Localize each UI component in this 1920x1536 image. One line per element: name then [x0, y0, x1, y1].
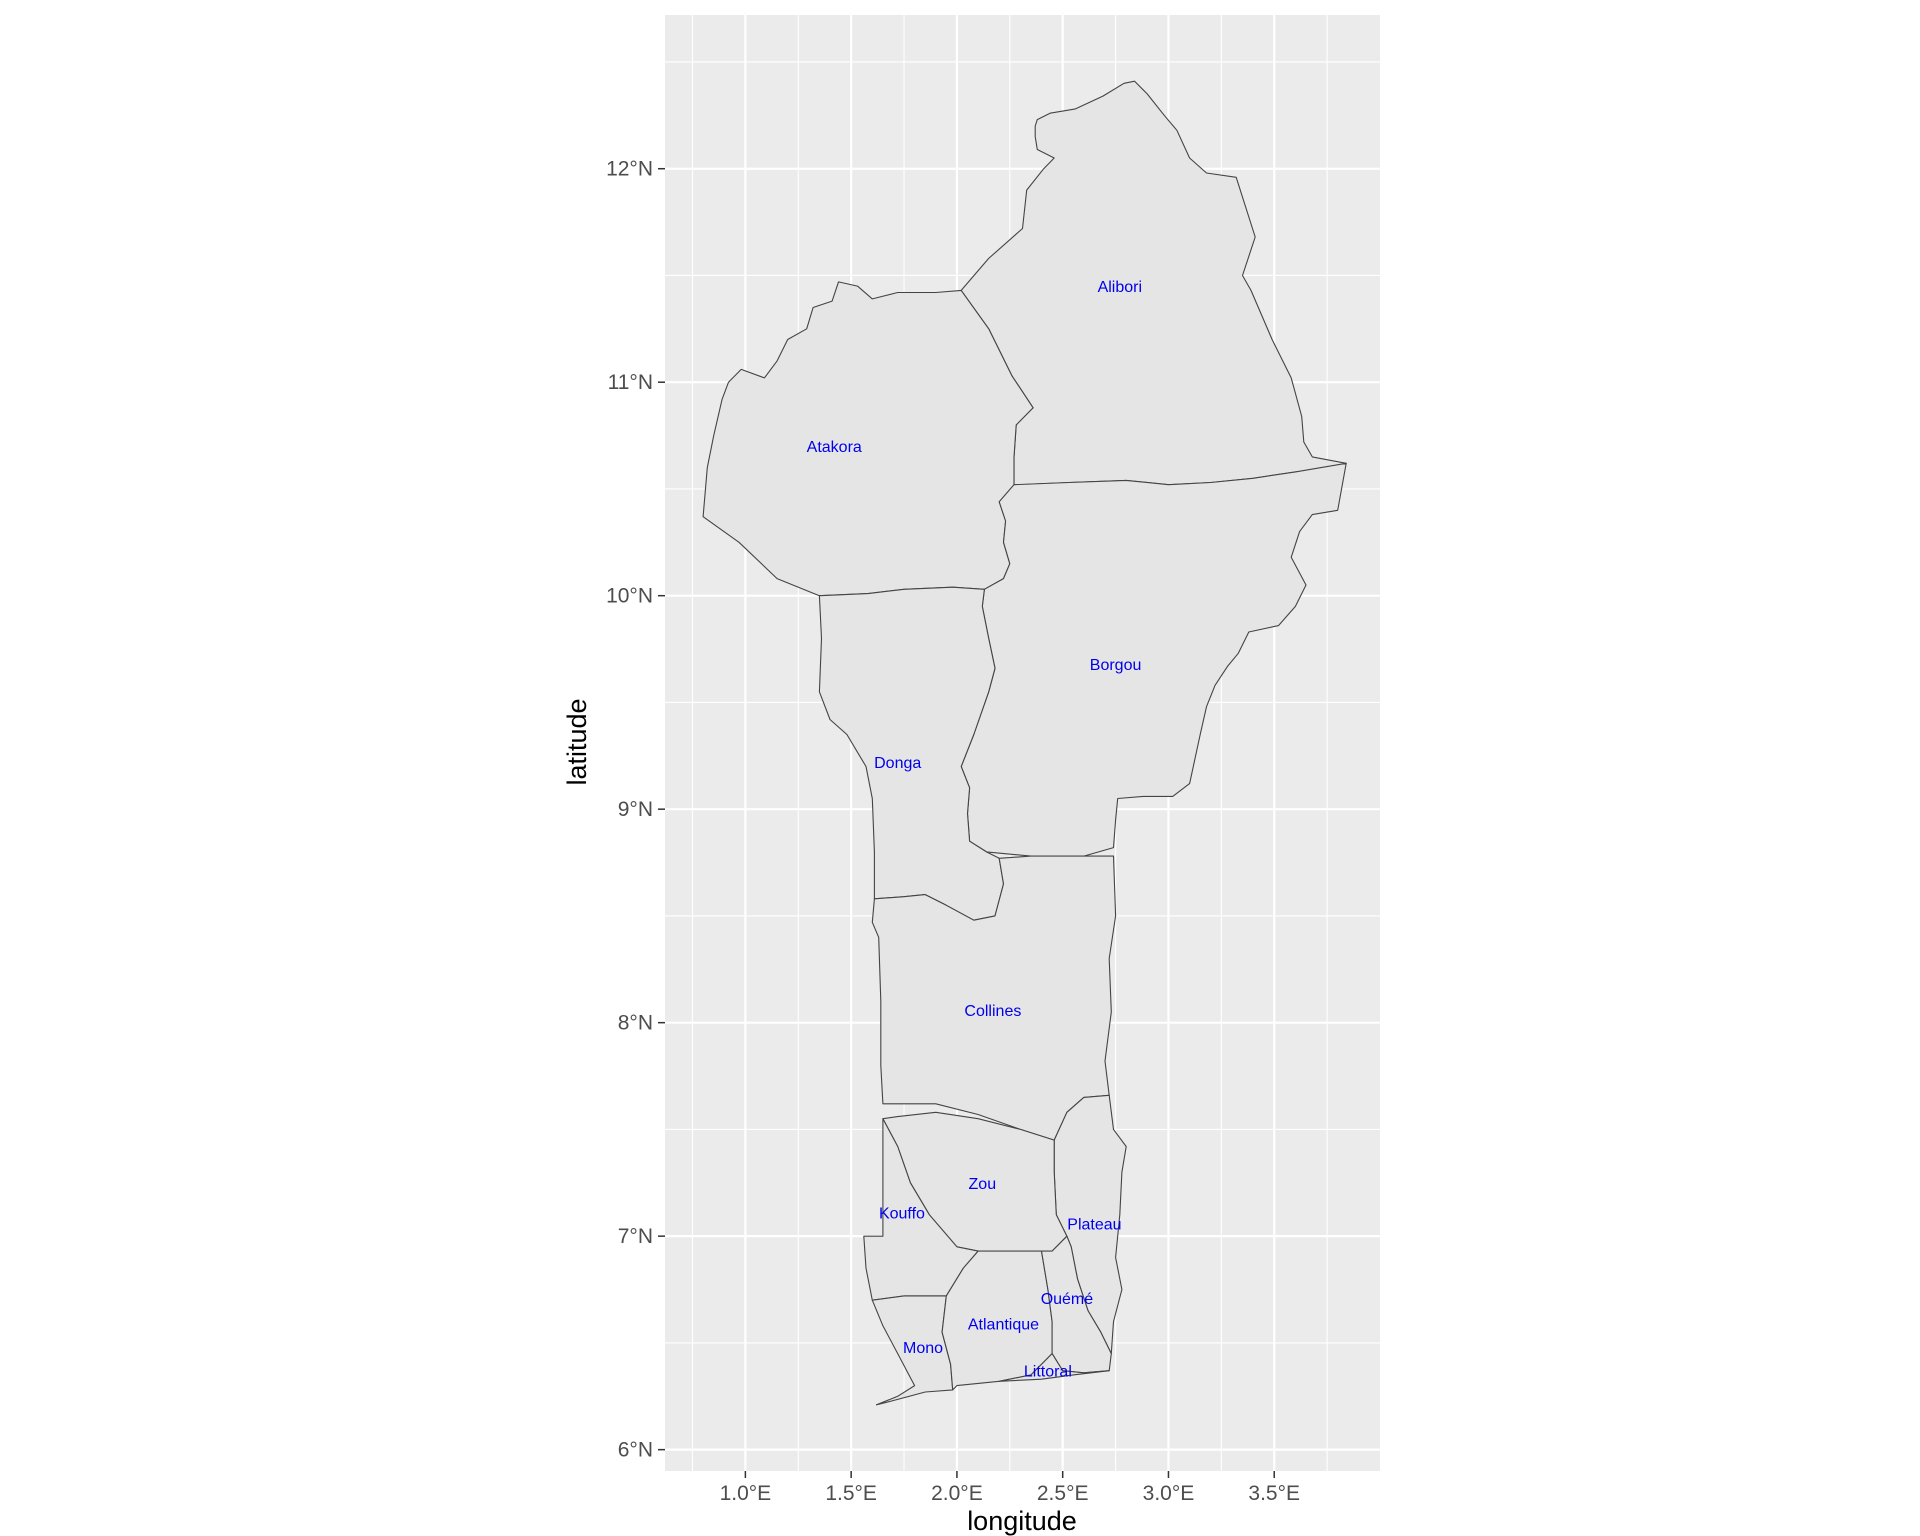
- region-atakora[interactable]: [702, 281, 1034, 597]
- x-axis: 1.0°E 1.5°E 2.0°E 2.5°E 3.0°E 3.5°E: [720, 1471, 1300, 1505]
- region-boundaries: [702, 80, 1347, 1406]
- region-label-donga: Donga: [874, 755, 921, 772]
- region-label-zou: Zou: [969, 1176, 997, 1193]
- region-label-oueme: Ouémé: [1041, 1291, 1094, 1308]
- region-littoral[interactable]: [998, 1353, 1110, 1382]
- y-tick-label: 8°N: [618, 1012, 653, 1035]
- x-tick-label: 3.5°E: [1248, 1482, 1300, 1505]
- region-label-borgou: Borgou: [1090, 657, 1142, 674]
- region-collines[interactable]: [871, 855, 1117, 1141]
- region-label-alibori: Alibori: [1098, 279, 1142, 296]
- x-tick-label: 2.5°E: [1037, 1482, 1089, 1505]
- y-tick-label: 6°N: [618, 1439, 653, 1462]
- x-tick-label: 1.5°E: [825, 1482, 877, 1505]
- x-tick-label: 1.0°E: [720, 1482, 772, 1505]
- region-label-plateau: Plateau: [1067, 1216, 1121, 1233]
- x-tick-label: 3.0°E: [1143, 1482, 1195, 1505]
- region-label-mono: Mono: [903, 1340, 943, 1357]
- y-tick-label: 7°N: [618, 1225, 653, 1248]
- y-tick-label: 11°N: [608, 371, 653, 394]
- x-axis-title: longitude: [967, 1506, 1077, 1536]
- region-oueme[interactable]: [1040, 1235, 1112, 1374]
- region-label-kouffo: Kouffo: [879, 1206, 925, 1223]
- region-label-atakora: Atakora: [807, 439, 862, 456]
- region-label-littoral: Littoral: [1024, 1364, 1072, 1381]
- region-label-atlantique: Atlantique: [968, 1317, 1039, 1334]
- x-tick-label: 2.0°E: [931, 1482, 983, 1505]
- y-tick-label: 12°N: [606, 158, 653, 181]
- region-labels: Alibori Atakora Borgou Donga Collines Plateau…: [807, 279, 1142, 1381]
- region-label-collines: Collines: [964, 1003, 1021, 1020]
- y-tick-label: 9°N: [618, 798, 653, 821]
- y-axis-title: latitude: [562, 698, 592, 785]
- y-tick-label: 10°N: [606, 585, 653, 608]
- y-axis: 6°N 7°N 8°N 9°N 10°N 11°N 12°N: [606, 158, 665, 1462]
